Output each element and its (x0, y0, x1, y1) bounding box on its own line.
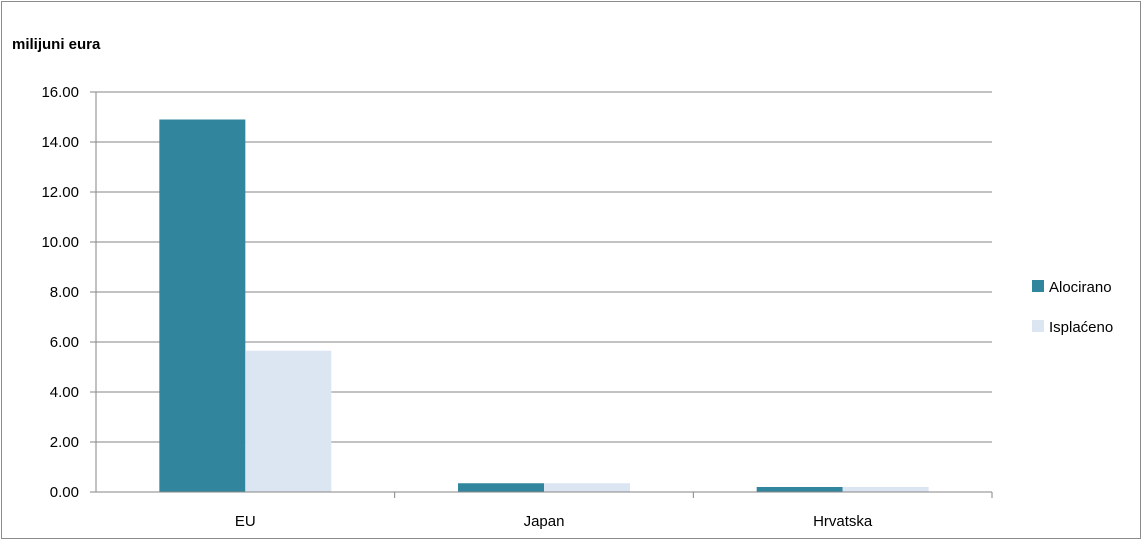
legend-swatch (1032, 320, 1044, 332)
bar-alocirano-hrvatska (757, 487, 843, 492)
x-tick-label: EU (235, 513, 256, 530)
bar-alocirano-japan (458, 483, 544, 492)
legend-label: Isplaćeno (1049, 319, 1113, 336)
x-tick-label: Hrvatska (813, 513, 873, 530)
legend-label: Alocirano (1049, 279, 1112, 296)
y-tick-label: 10.00 (41, 234, 79, 251)
y-tick-label: 16.00 (41, 84, 79, 101)
y-tick-label: 6.00 (50, 334, 79, 351)
bar-isplaeno-eu (245, 351, 331, 492)
bar-alocirano-eu (159, 120, 245, 493)
y-tick-label: 0.00 (50, 484, 79, 501)
y-tick-label: 14.00 (41, 134, 79, 151)
bar-isplaeno-hrvatska (843, 487, 929, 492)
bar-isplaeno-japan (544, 483, 630, 492)
y-tick-label: 4.00 (50, 384, 79, 401)
x-tick-label: Japan (524, 513, 565, 530)
y-tick-label: 12.00 (41, 184, 79, 201)
y-tick-label: 8.00 (50, 284, 79, 301)
legend-swatch (1032, 280, 1044, 292)
y-tick-label: 2.00 (50, 434, 79, 451)
